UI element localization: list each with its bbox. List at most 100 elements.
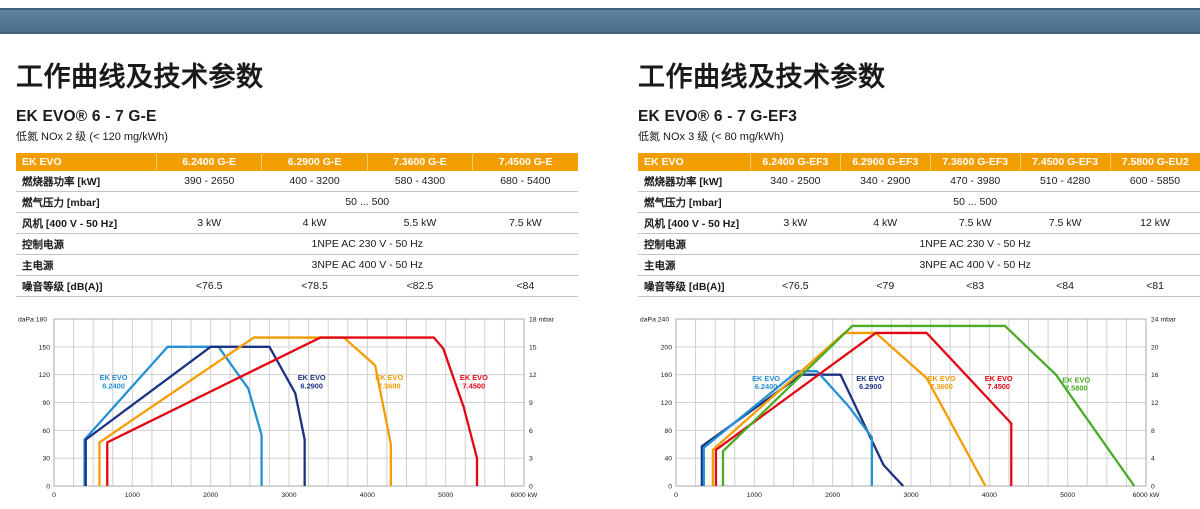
table-header-cell: 7.3600 G-EF3 [929,153,1021,171]
x-tick: 6000 kW [511,492,538,499]
table-row: 燃烧器功率 [kW] 390 - 2650 400 - 3200 580 - 4300… [16,171,578,192]
y-left-tick: 0 [46,484,50,491]
table-header-cell: 6.2900 G-E [261,153,368,171]
y-left-tick: 60 [42,428,50,435]
series-label-ek-evo-7.3600: EK EVO 7.3600 [375,373,403,390]
table-cell: 400 - 3200 [261,171,368,192]
model-name: EK EVO® 6 - 7 G-E [16,108,157,125]
y-left-axis-title: daPa 180 [18,317,47,324]
table-header-cell: 7.4500 G-EF3 [1019,153,1111,171]
table-header-cell: 6.2400 G-EF3 [749,153,841,171]
series-label-ek-evo-6.2400: EK EVO 6.2400 [752,374,780,391]
table-row: 噪音等级 [dB(A)] <76.5 <78.5 <82.5 <84 [16,275,578,297]
page-content: 工作曲线及技术参数 EK EVO® 6 - 7 G-E 低氮 NOx 2 级 (… [0,34,1200,509]
row-label: 风机 [400 V - 50 Hz] [16,212,157,234]
row-label: 噪音等级 [dB(A)] [638,275,751,297]
table-cell: 3 kW [750,212,841,234]
table-cell-span: 50 ... 500 [750,191,1200,213]
table-cell: <79 [840,275,931,297]
x-tick: 1000 [125,492,140,499]
table-cell: <81 [1110,275,1200,297]
nox-class: 低氮 NOx 3 级 (< 80 mg/kWh) [638,131,784,143]
series-curve-ek-evo-7.3600 [98,336,392,486]
y-right-tick: 6 [529,428,533,435]
series-curve-ek-evo-7.4500 [106,336,479,486]
row-label: 噪音等级 [dB(A)] [16,275,157,297]
table-cell: 510 - 4280 [1020,171,1111,192]
table-row: 燃气压力 [mbar] 50 ... 500 [638,191,1200,213]
table-row: 燃烧器功率 [kW] 340 - 2500 340 - 2900 470 - 3980… [638,171,1200,192]
series: EK EVO 6.2400 EK EVO 6.2900 EK EVO 7.3600 EK E… [83,336,488,486]
table-cell: <78.5 [261,275,368,297]
x-tick: 1000 [747,492,762,499]
table-header-cell: EK EVO [16,153,157,171]
table-cell: 340 - 2900 [840,171,931,192]
y-left-tick: 120 [39,372,51,379]
table-cell: <76.5 [750,275,841,297]
x-tick: 4000 [360,492,375,499]
chart-wrap: 0 0 30 3 60 6 90 9 120 12 150 15 daPa 180 18 mbar 0 100… [16,307,578,509]
table-row: 控制电源 1NPE AC 230 V - 50 Hz [16,233,578,255]
row-label: 燃气压力 [mbar] [638,191,751,213]
table-cell: <83 [930,275,1021,297]
x-tick: 6000 kW [1133,492,1160,499]
table-cell-span: 1NPE AC 230 V - 50 Hz [156,233,578,255]
table-header-cell: EK EVO [638,153,751,171]
table-header-row: EK EVO 6.2400 G-EF3 6.2900 G-EF3 7.3600 G-E… [638,153,1200,171]
row-label: 控制电源 [638,233,751,255]
chart-wrap: 0 0 40 4 80 8 120 12 160 16 200 20 daPa 240 24 mbar 0 1… [638,307,1200,509]
x-tick: 3000 [281,492,296,499]
y-left-tick: 120 [661,400,673,407]
y-right-tick: 12 [529,372,537,379]
y-right-tick: 16 [1151,372,1159,379]
x-tick: 5000 [438,492,453,499]
row-label: 主电源 [16,254,157,276]
x-tick: 2000 [825,492,840,499]
table-cell: 5.5 kW [367,212,473,234]
y-right-tick: 12 [1151,400,1159,407]
y-right-tick: 0 [1151,484,1155,491]
spec-table: EK EVO 6.2400 G-EF3 6.2900 G-EF3 7.3600 G-E… [638,153,1200,297]
table-cell-span: 1NPE AC 230 V - 50 Hz [750,233,1200,255]
table-cell: <84 [472,275,578,297]
series-label-ek-evo-6.2400: EK EVO 6.2400 [100,373,128,390]
table-cell: 4 kW [261,212,368,234]
header-band [0,8,1200,34]
table-cell: 12 kW [1110,212,1200,234]
page-title: 工作曲线及技术参数 [638,62,886,92]
table-cell-span: 50 ... 500 [156,191,578,213]
table-cell: 7.5 kW [1020,212,1111,234]
table-cell: 3 kW [156,212,262,234]
table-row: 燃气压力 [mbar] 50 ... 500 [16,191,578,213]
y-left-tick: 150 [39,344,51,351]
table-cell: <82.5 [367,275,473,297]
series-curve-ek-evo-7.4500 [714,331,1013,486]
series-curve-ek-evo-6.2400 [702,370,873,486]
table-cell: <84 [1020,275,1111,297]
table-header-cell: 7.5800 G-EU2 [1109,153,1200,171]
x-tick: 3000 [903,492,918,499]
y-left-tick: 160 [661,372,673,379]
series-curve-ek-evo-7.5800 [721,324,1136,487]
table-row: 噪音等级 [dB(A)] <76.5 <79 <83 <84 <81 [638,275,1200,297]
table-cell-span: 3NPE AC 400 V - 50 Hz [750,254,1200,276]
panel-g-e: 工作曲线及技术参数 EK EVO® 6 - 7 G-E 低氮 NOx 2 级 (… [16,34,578,509]
y-left-tick: 0 [668,484,672,491]
table-cell: <76.5 [156,275,262,297]
row-label: 燃烧器功率 [kW] [638,171,751,192]
y-right-tick: 9 [529,400,533,407]
page-title: 工作曲线及技术参数 [16,62,264,92]
table-header-cell: 7.4500 G-E [472,153,578,171]
y-left-axis-title: daPa 240 [640,317,669,324]
x-tick: 4000 [982,492,997,499]
table-header-cell: 6.2400 G-E [155,153,262,171]
table-cell: 7.5 kW [930,212,1021,234]
y-right-tick: 20 [1151,344,1159,351]
panel-g-ef3: 工作曲线及技术参数 EK EVO® 6 - 7 G-EF3 低氮 NOx 3 级… [638,34,1200,509]
y-left-tick: 40 [664,456,672,463]
y-right-tick: 8 [1151,428,1155,435]
series-label-ek-evo-7.4500: EK EVO 7.4500 [985,374,1013,391]
series-label-ek-evo-7.3600: EK EVO 7.3600 [928,374,956,391]
